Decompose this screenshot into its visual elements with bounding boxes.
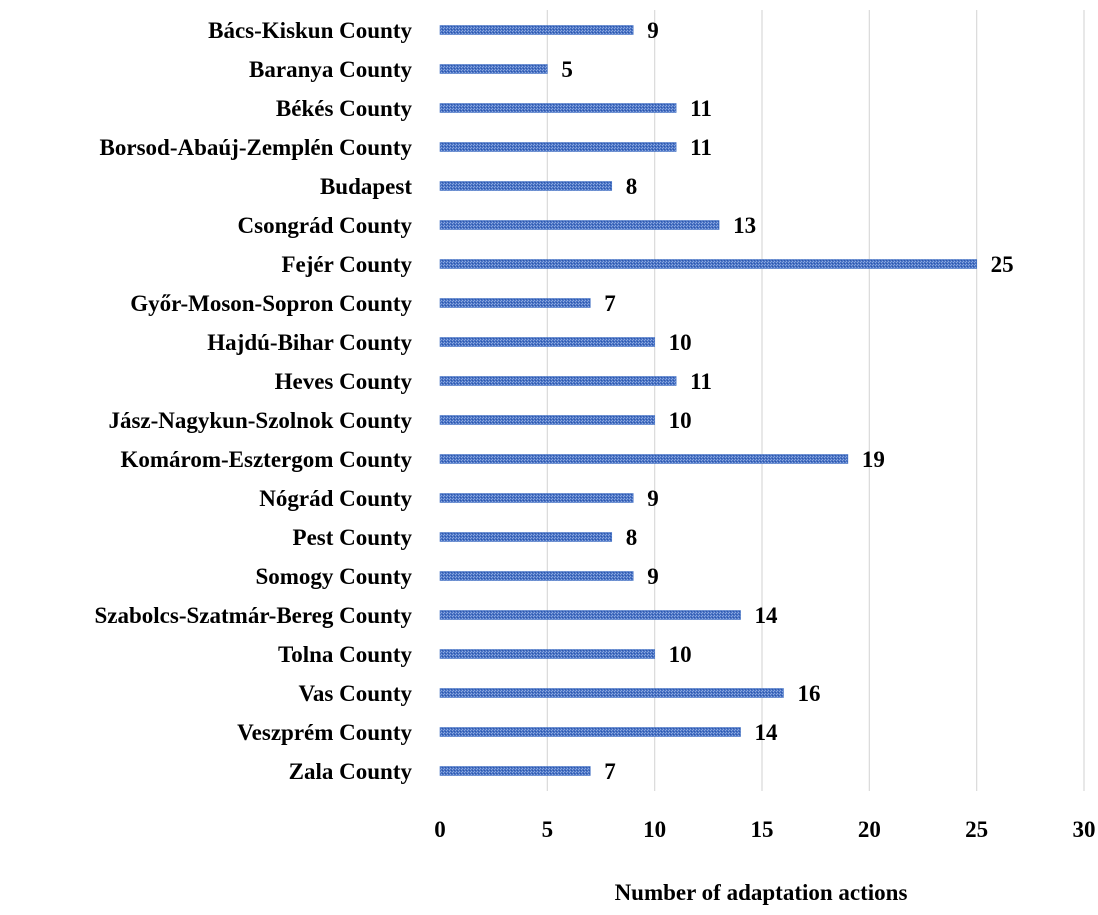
category-label: Vas County — [298, 681, 412, 706]
data-label: 11 — [690, 135, 712, 160]
bar — [439, 532, 613, 542]
category-label: Nógrád County — [259, 486, 412, 511]
bar — [439, 766, 591, 776]
data-label: 8 — [626, 525, 638, 550]
category-label: Pest County — [293, 525, 413, 550]
data-label: 11 — [690, 369, 712, 394]
data-label: 16 — [797, 681, 820, 706]
data-label: 9 — [647, 486, 659, 511]
bar — [439, 142, 677, 152]
gridlines — [546, 10, 1085, 791]
bar — [439, 181, 613, 191]
x-tick-label: 25 — [965, 817, 988, 842]
category-label: Békés County — [276, 96, 413, 121]
data-label: 10 — [669, 330, 692, 355]
data-label: 10 — [669, 642, 692, 667]
bar — [439, 337, 655, 347]
bar — [439, 220, 720, 230]
data-label: 7 — [604, 759, 616, 784]
x-tick-label: 20 — [858, 817, 881, 842]
category-label: Fejér County — [281, 252, 412, 277]
bar — [439, 454, 849, 464]
category-label: Heves County — [275, 369, 413, 394]
category-label: Zala County — [289, 759, 413, 784]
data-label: 8 — [626, 174, 638, 199]
x-axis-tick-labels: 0 5 10 15 20 25 30 — [434, 817, 1095, 842]
data-label: 19 — [862, 447, 885, 472]
category-label: Baranya County — [249, 57, 412, 82]
x-axis-title: Number of adaptation actions — [615, 880, 908, 905]
x-tick-label: 30 — [1073, 817, 1096, 842]
data-label: 13 — [733, 213, 756, 238]
data-label: 25 — [991, 252, 1014, 277]
data-label: 9 — [647, 564, 659, 589]
data-label: 9 — [647, 18, 659, 43]
x-tick-label: 15 — [751, 817, 774, 842]
category-label: Tolna County — [278, 642, 413, 667]
x-tick-label: 5 — [542, 817, 554, 842]
bars — [439, 25, 977, 776]
bar — [439, 610, 741, 620]
data-label: 11 — [690, 96, 712, 121]
bar — [439, 493, 634, 503]
category-label: Szabolcs-Szatmár-Bereg County — [95, 603, 413, 628]
data-label: 14 — [755, 603, 779, 628]
bar — [439, 727, 741, 737]
category-label: Bács-Kiskun County — [208, 18, 412, 43]
data-label: 14 — [755, 720, 779, 745]
data-label: 10 — [669, 408, 692, 433]
data-label: 5 — [561, 57, 573, 82]
category-label: Győr-Moson-Sopron County — [130, 291, 412, 316]
category-label: Hajdú-Bihar County — [207, 330, 412, 355]
category-label: Komárom-Esztergom County — [121, 447, 413, 472]
bar — [439, 571, 634, 581]
bar — [439, 649, 655, 659]
category-label: Csongrád County — [238, 213, 413, 238]
bar — [439, 415, 655, 425]
category-label: Borsod-Abaúj-Zemplén County — [100, 135, 413, 160]
bar — [439, 376, 677, 386]
bar — [439, 103, 677, 113]
x-tick-label: 10 — [643, 817, 666, 842]
category-label: Veszprém County — [237, 720, 412, 745]
data-label: 7 — [604, 291, 616, 316]
bar — [439, 259, 977, 269]
category-labels: Bács-Kiskun County Baranya County Békés Co… — [95, 18, 413, 784]
bar — [439, 25, 634, 35]
bar — [439, 688, 784, 698]
category-label: Jász-Nagykun-Szolnok County — [108, 408, 412, 433]
bar — [439, 64, 548, 74]
x-tick-label: 0 — [434, 817, 446, 842]
category-label: Somogy County — [255, 564, 412, 589]
category-label: Budapest — [320, 174, 412, 199]
bar — [439, 298, 591, 308]
